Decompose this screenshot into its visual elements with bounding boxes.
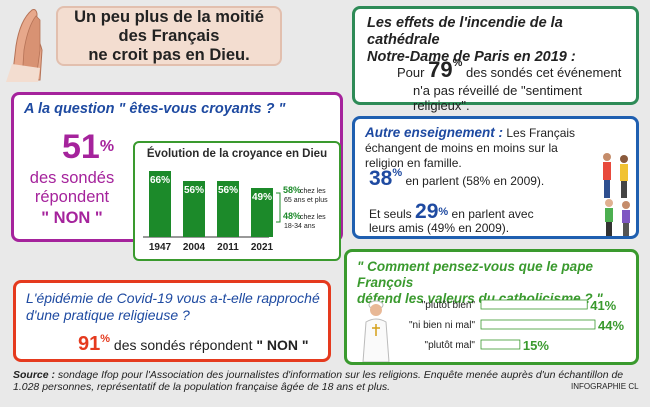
- belief-year-label: 1947: [149, 242, 172, 253]
- pope-bar: [480, 299, 588, 310]
- belief-bar: [183, 181, 205, 237]
- belief-question: A la question " êtes-vous croyants ? ": [24, 101, 286, 117]
- belief-year-label: 2021: [251, 242, 274, 253]
- pope-bar-value: 41%: [590, 298, 616, 313]
- belief-chart-box: Évolution de la croyance en Dieu 66% 1947…: [133, 141, 341, 261]
- belief-annotation-line1: chez les: [300, 214, 326, 221]
- covid-box: L'épidémie de Covid-19 vous a-t-elle rap…: [13, 280, 331, 362]
- pope-answer-label: "ni bien ni mal": [409, 320, 475, 331]
- belief-bar: [149, 171, 171, 237]
- belief-annotation-line2: 18-34 ans: [284, 223, 316, 230]
- belief-bar: [251, 188, 273, 237]
- people-illustration: [603, 153, 630, 236]
- source-note: Source : sondage Ifop pour l'Association…: [13, 369, 624, 393]
- covid-percent: 91%: [78, 333, 111, 355]
- belief-bar-value: 49%: [252, 192, 272, 203]
- pope-bar: [480, 319, 596, 330]
- notre-dame-title: Les effets de l'incendie de la cathédral…: [367, 15, 576, 65]
- pope-bar-value: 15%: [523, 338, 549, 353]
- teaching-text: Autre enseignement : Les Français échang…: [365, 125, 576, 170]
- belief-question-box: A la question " êtes-vous croyants ? " 5…: [11, 92, 343, 261]
- credit: INFOGRAPHIE CL: [571, 382, 639, 391]
- belief-bracket: [276, 192, 281, 223]
- belief-year-label: 2011: [217, 242, 239, 253]
- headline: Un peu plus de la moitié des Français ne…: [74, 7, 264, 64]
- notre-dame-box: Les effets de l'incendie de la cathédral…: [352, 6, 639, 113]
- pope-bar-chart: "plutôt bien" 41% "ni bien ni mal" 44% "plut…: [409, 298, 624, 353]
- pope-answer-label: "plutôt bien": [422, 300, 476, 311]
- teaching-friends: Et seuls 29% en parlent avec leurs amis …: [369, 200, 534, 235]
- notre-dame-line2: n'a pas réveillé de "sentiment religieux…: [413, 83, 582, 113]
- belief-bar-value: 56%: [218, 185, 238, 196]
- belief-respondent-text: des sondés répondent: [29, 169, 115, 206]
- teaching-family-percent: 38%: [369, 167, 403, 190]
- belief-annotation-value: 48%: [283, 211, 301, 221]
- notre-dame-line1: Pour 79% des sondés cet événement: [397, 57, 622, 82]
- belief-annotation-line1: chez les: [300, 188, 326, 195]
- teaching-friends-percent: 29%: [415, 200, 449, 223]
- belief-bar-value: 66%: [150, 175, 170, 186]
- pope-box: " Comment pensez-vous que le pape Franço…: [344, 249, 639, 365]
- belief-chart-title: Évolution de la croyance en Dieu: [146, 148, 328, 160]
- covid-result: 91% des sondés répondent " NON ": [78, 333, 309, 355]
- teaching-family: 38% en parlent (58% en 2009).: [369, 167, 545, 190]
- pope-bar: [480, 339, 521, 350]
- belief-bar-value: 56%: [184, 185, 204, 196]
- belief-year-label: 2004: [183, 242, 206, 253]
- belief-annotation-value: 58%: [283, 185, 301, 195]
- covid-question: L'épidémie de Covid-19 vous a-t-elle rap…: [26, 290, 320, 323]
- praying-hands-illustration: [6, 9, 43, 82]
- pope-bar-value: 44%: [598, 318, 624, 333]
- pope-answer-label: "plutôt mal": [425, 340, 476, 351]
- headline-box: Un peu plus de la moitié des Français ne…: [56, 6, 282, 66]
- notre-dame-percent: 79%: [428, 57, 463, 82]
- belief-big-percent: 51%: [62, 128, 115, 166]
- belief-answer: " NON ": [41, 209, 103, 227]
- teaching-box: Autre enseignement : Les Français échang…: [352, 116, 639, 239]
- belief-annotation-line2: 65 ans et plus: [284, 197, 328, 204]
- pope-illustration: [362, 300, 390, 362]
- belief-bar: [217, 181, 239, 237]
